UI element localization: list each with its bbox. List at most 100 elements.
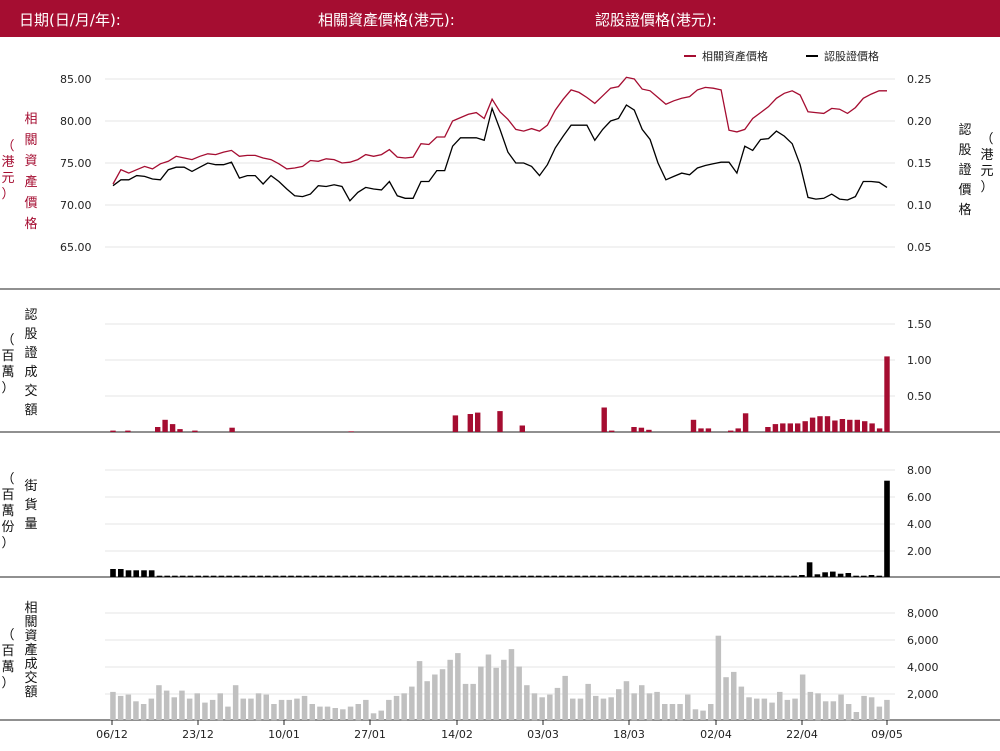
turnover-axis-label-char: 證 [24, 345, 37, 361]
warrant-turnover-bar [862, 421, 868, 432]
outstanding-bar [118, 569, 124, 577]
right-axis-label-char: 港 [980, 148, 993, 163]
asset-turnover-bar [424, 681, 430, 720]
warrant-turnover-bars [110, 356, 890, 432]
asset-turnover-bar [807, 691, 814, 720]
left-axis-label-char: 關 [24, 133, 37, 148]
asset-turnover-bar [117, 695, 124, 720]
asset-turnover-bar [202, 702, 208, 720]
warrant-turnover-bar [155, 427, 161, 432]
outstanding-bar [357, 575, 364, 577]
header-bar: 日期(日/月/年): 相關資產價格(港元): 認股證價格(港元): [0, 0, 1000, 37]
asset-turnover-bar [746, 697, 752, 720]
outstanding-axis-label-char: 份 [1, 520, 14, 535]
outstanding-bar [768, 575, 774, 577]
asset-turnover-bar [830, 701, 837, 720]
outstanding-bar [690, 575, 697, 577]
warrant-turnover-bar [735, 428, 741, 432]
outstanding-bar [543, 575, 550, 577]
warrant-turnover-bar [467, 414, 473, 432]
turnover-axis-label-char: 交 [24, 383, 37, 399]
outstanding-bar [830, 571, 836, 577]
asset-turnover-bar [876, 706, 883, 720]
bar-tick-label: 2.00 [907, 545, 932, 558]
legend-asset-label[interactable]: 相關資產價格 [702, 49, 768, 63]
bar-tick-label: 8.00 [907, 464, 932, 477]
x-tick-label: 14/02 [441, 728, 473, 741]
asset-turnover-bar [432, 674, 438, 720]
asset-turnover-axis-label-char: 產 [24, 642, 37, 658]
outstanding-bar [466, 575, 472, 577]
asset-price-label: 相關資產價格(港元): [318, 11, 455, 29]
asset-turnover-bar [194, 693, 200, 721]
outstanding-bar [613, 575, 619, 577]
asset-turnover-bar [669, 704, 676, 721]
asset-turnover-bar [570, 698, 576, 720]
right-axis-label-char: 元 [980, 164, 993, 179]
outstanding-bar [744, 575, 751, 577]
asset-turnover-bar [815, 693, 821, 721]
x-tick-label: 22/04 [786, 728, 818, 741]
warrant-turnover-bar [698, 428, 704, 432]
asset-turnover-bar [462, 683, 469, 720]
warrant-turnover-bar [110, 430, 116, 432]
warrant-price-line [112, 104, 888, 202]
bar-tick-label: 0.50 [907, 390, 932, 403]
outstanding-bar [203, 575, 209, 577]
asset-turnover-bar [485, 654, 492, 720]
asset-turnover-bar [125, 694, 132, 720]
outstanding-bar [628, 575, 635, 577]
outstanding-bar [551, 575, 557, 577]
warrant-turnover-bar [847, 419, 853, 432]
warrant-turnover-bar [728, 430, 734, 432]
outstanding-bar [218, 575, 225, 577]
outstanding-bar [164, 575, 170, 577]
asset-turnover-bar [401, 693, 407, 721]
outstanding-bar [265, 575, 271, 577]
asset-turnover-bar [217, 693, 223, 721]
outstanding-bar [512, 575, 519, 577]
outstanding-bar [582, 575, 588, 577]
outstanding-bar [342, 575, 348, 577]
asset-turnover-bar [363, 699, 369, 720]
asset-turnover-bar [539, 697, 545, 720]
turnover-axis-label-char: 額 [24, 403, 37, 418]
outstanding-bar [303, 575, 310, 577]
outstanding-bar [210, 575, 217, 577]
right-axis-label-char: （ [980, 132, 993, 147]
outstanding-bar [590, 575, 596, 577]
x-tick-label: 02/04 [700, 728, 732, 741]
outstanding-bar [713, 575, 720, 577]
outstanding-bar [683, 575, 689, 577]
outstanding-bar [172, 575, 178, 577]
asset-turnover-bar [501, 659, 507, 720]
outstanding-bar [868, 575, 875, 577]
warrant-turnover-bar [631, 427, 637, 432]
warrant-turnover-bar [832, 420, 838, 432]
outstanding-bar [497, 575, 503, 577]
outstanding-bar [280, 575, 287, 577]
legend[interactable]: 相關資產價格 認股證價格 [684, 49, 879, 63]
asset-turnover-axis-label-char: 關 [24, 615, 37, 630]
warrant-turnover-bar [802, 421, 808, 432]
outstanding-bar [884, 480, 890, 577]
outstanding-bar [845, 573, 852, 577]
outstanding-bars [110, 480, 890, 577]
asset-turnover-bar [884, 699, 890, 720]
outstanding-bar [721, 575, 728, 577]
asset-turnover-bar [294, 698, 300, 720]
outstanding-bar [659, 575, 666, 577]
asset-turnover-bar [209, 699, 216, 720]
warrant-turnover-bar [125, 430, 131, 432]
x-tick-label: 06/12 [96, 728, 128, 741]
outstanding-bar [652, 575, 658, 577]
outstanding-bar [458, 575, 465, 577]
legend-warrant-label[interactable]: 認股證價格 [824, 49, 879, 63]
turnover-axis-label-char: ） [1, 381, 14, 396]
bar-tick-label: 8,000 [907, 607, 939, 620]
bar-tick-label: 6,000 [907, 634, 939, 647]
warrant-turnover-bar [742, 413, 749, 432]
asset-turnover-bar [508, 649, 515, 720]
asset-turnover-bar [631, 693, 637, 721]
asset-turnover-bar [623, 681, 630, 720]
